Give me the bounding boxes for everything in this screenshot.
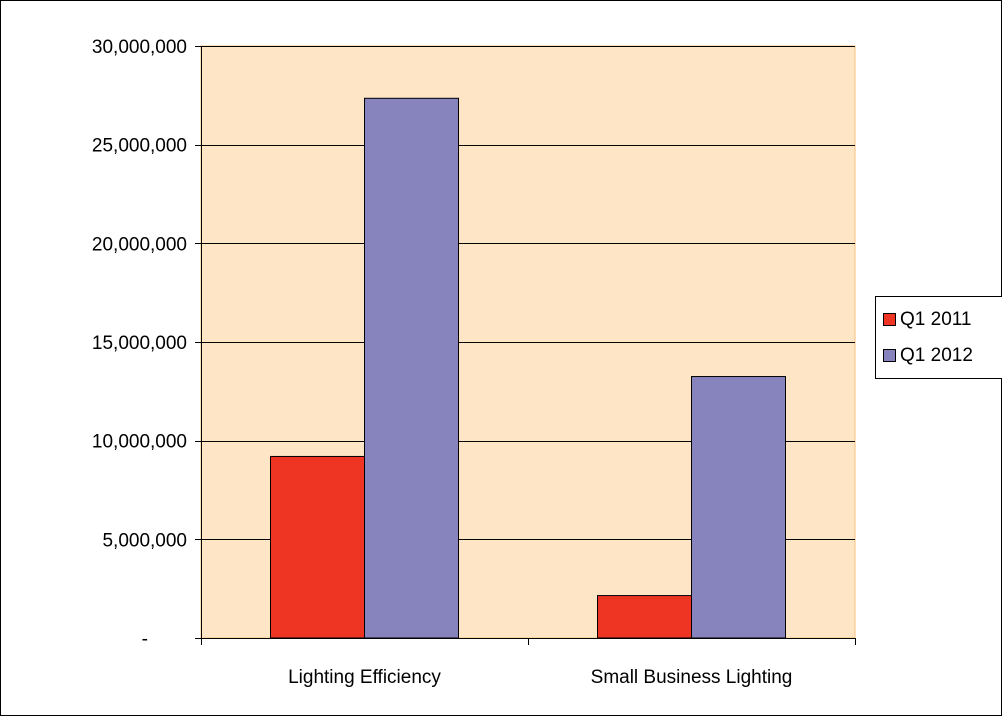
y-tick-label: 25,000,000 xyxy=(92,136,187,157)
x-category-label: Lighting Efficiency xyxy=(288,667,441,688)
axes xyxy=(195,46,856,645)
y-tick-label: 15,000,000 xyxy=(92,333,187,354)
legend-label: Q1 2011 xyxy=(900,309,971,330)
bar xyxy=(597,595,692,639)
legend-swatch xyxy=(883,349,896,362)
y-tick-label: 5,000,000 xyxy=(102,530,187,551)
y-tick-label: 20,000,000 xyxy=(92,234,187,255)
bar xyxy=(270,455,365,639)
legend-box xyxy=(875,296,1002,379)
legend-swatch xyxy=(883,313,896,326)
y-tick-labels: - 5,000,000 10,000,000 15,000,000 20,000,000… xyxy=(92,37,187,650)
x-tick-labels: Lighting Efficiency Small Business Lighti… xyxy=(288,667,792,688)
bar xyxy=(364,97,459,639)
y-tick-label: 30,000,000 xyxy=(92,37,187,58)
legend-label: Q1 2012 xyxy=(900,345,973,366)
bar xyxy=(691,376,786,639)
y-tick-label: 10,000,000 xyxy=(92,432,187,453)
legend: Q1 2011 Q1 2012 xyxy=(875,296,1002,379)
x-category-label: Small Business Lighting xyxy=(591,667,793,688)
bars xyxy=(270,97,786,639)
y-tick-label: - xyxy=(142,629,148,650)
